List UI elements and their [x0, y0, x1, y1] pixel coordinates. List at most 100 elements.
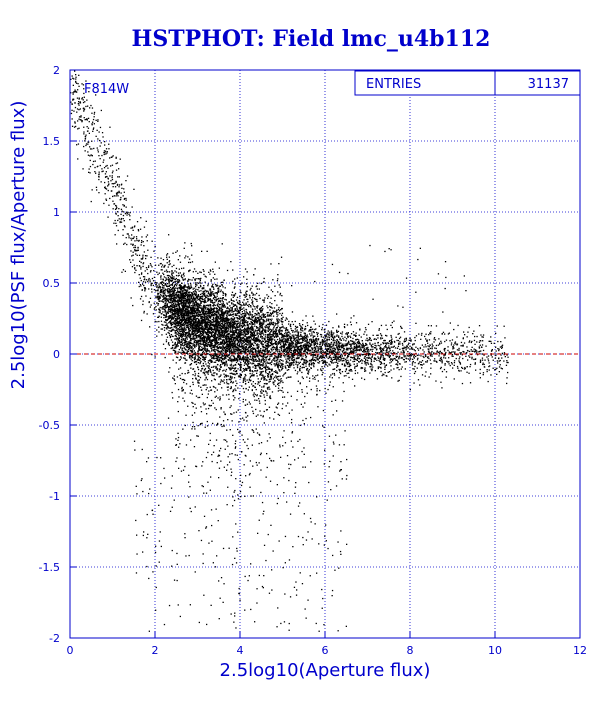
data-point	[501, 344, 504, 346]
data-point	[224, 319, 226, 321]
data-point	[390, 365, 392, 367]
data-point	[425, 361, 427, 363]
data-point	[478, 347, 481, 349]
data-point	[444, 333, 446, 335]
data-point	[185, 414, 187, 416]
data-point	[98, 192, 100, 194]
data-point	[181, 336, 183, 339]
data-point	[216, 369, 218, 371]
data-point	[234, 339, 237, 341]
data-point	[168, 284, 171, 286]
data-point	[363, 350, 365, 352]
data-point	[231, 294, 233, 296]
data-point	[246, 344, 249, 346]
data-point	[260, 360, 262, 362]
data-point	[381, 362, 383, 365]
data-point	[177, 259, 179, 261]
data-point	[270, 368, 272, 370]
data-point	[260, 318, 262, 320]
data-point	[448, 361, 450, 363]
data-point	[203, 359, 205, 361]
data-point	[102, 170, 104, 172]
data-point	[224, 336, 226, 338]
data-point	[243, 338, 245, 340]
data-point	[322, 362, 324, 364]
data-point	[232, 360, 234, 362]
data-point	[410, 339, 412, 341]
data-point	[209, 370, 212, 372]
data-point	[326, 350, 329, 352]
data-point	[136, 265, 138, 267]
data-point	[160, 278, 162, 280]
data-point	[176, 320, 178, 323]
data-point	[195, 291, 197, 293]
data-point	[204, 318, 206, 320]
data-point	[281, 329, 283, 332]
data-point	[100, 181, 102, 183]
data-point	[351, 347, 353, 349]
data-point	[148, 265, 150, 267]
data-point	[171, 277, 173, 279]
data-point	[210, 321, 213, 323]
data-point	[279, 343, 282, 346]
data-point	[251, 292, 253, 294]
data-point	[115, 204, 117, 207]
data-point	[461, 345, 463, 347]
data-point	[142, 254, 144, 256]
data-point	[192, 271, 194, 273]
data-point	[302, 419, 304, 422]
data-point	[253, 332, 256, 334]
data-point	[369, 342, 371, 344]
data-point	[117, 215, 119, 217]
data-point	[241, 434, 243, 436]
data-point	[194, 339, 197, 341]
data-point	[274, 336, 276, 338]
data-point	[252, 329, 254, 331]
data-point	[189, 324, 191, 326]
data-point	[275, 355, 277, 357]
data-point	[165, 306, 167, 308]
data-point	[159, 263, 162, 265]
data-point	[192, 299, 194, 301]
data-point	[268, 345, 270, 347]
data-point	[319, 342, 321, 344]
data-point	[168, 260, 171, 262]
data-point	[156, 321, 158, 323]
data-point	[215, 299, 217, 301]
data-point	[269, 355, 271, 357]
data-point	[293, 359, 295, 361]
data-point	[182, 324, 184, 326]
data-point	[242, 301, 244, 303]
data-point	[428, 339, 431, 341]
data-point	[195, 270, 197, 273]
data-point	[338, 342, 341, 344]
data-point	[220, 323, 223, 325]
data-point	[256, 346, 258, 348]
data-point	[168, 288, 170, 290]
data-point	[255, 292, 258, 295]
data-point	[191, 347, 193, 349]
data-point	[304, 402, 306, 404]
data-point	[240, 361, 242, 364]
data-point	[264, 360, 266, 363]
data-point	[302, 324, 304, 326]
data-point	[211, 318, 213, 321]
data-point	[198, 382, 200, 384]
data-point	[262, 356, 264, 358]
data-point	[476, 350, 478, 352]
data-point	[214, 367, 217, 369]
data-point	[146, 268, 148, 271]
data-point	[278, 384, 280, 387]
data-point	[334, 399, 337, 401]
data-point	[107, 167, 109, 169]
data-point	[223, 346, 225, 348]
data-point	[214, 337, 216, 339]
data-point	[384, 366, 386, 368]
data-point	[305, 345, 307, 347]
data-point	[239, 340, 242, 342]
data-point	[203, 290, 205, 293]
data-point	[230, 347, 232, 349]
data-point	[181, 326, 183, 329]
data-point	[269, 305, 271, 308]
data-point	[116, 194, 118, 196]
